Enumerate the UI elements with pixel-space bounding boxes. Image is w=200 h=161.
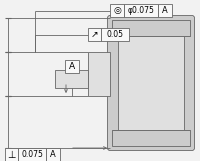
Text: A: A	[162, 6, 168, 15]
Bar	[112, 20, 190, 36]
Text: ↗: ↗	[91, 30, 98, 39]
Bar	[124, 4, 158, 17]
Text: 0.05: 0.05	[106, 30, 124, 39]
Bar	[88, 28, 101, 41]
Bar	[18, 148, 46, 161]
Bar	[46, 148, 60, 161]
Bar	[101, 28, 129, 41]
Text: ◎: ◎	[113, 6, 121, 15]
Text: A: A	[69, 62, 75, 71]
Bar	[65, 60, 79, 73]
Bar	[112, 130, 190, 146]
Bar	[158, 4, 172, 17]
Bar	[118, 36, 184, 130]
Bar	[88, 52, 110, 96]
FancyBboxPatch shape	[108, 15, 194, 151]
Text: ⊥: ⊥	[7, 150, 16, 160]
Bar	[55, 70, 88, 88]
Bar	[110, 4, 124, 17]
Text: A: A	[50, 150, 56, 159]
Bar	[5, 148, 18, 161]
Text: 0.075: 0.075	[21, 150, 43, 159]
Text: φ0.075: φ0.075	[128, 6, 154, 15]
